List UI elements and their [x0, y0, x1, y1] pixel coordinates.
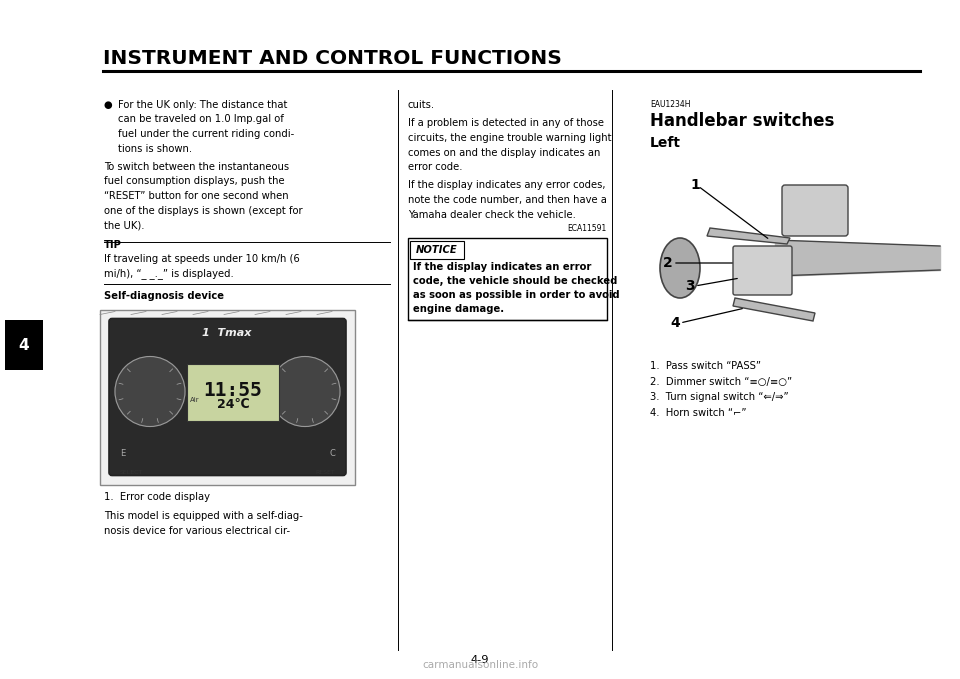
Text: code, the vehicle should be checked: code, the vehicle should be checked [413, 276, 617, 286]
Text: Yamaha dealer check the vehicle.: Yamaha dealer check the vehicle. [408, 210, 576, 219]
Text: one of the displays is shown (except for: one of the displays is shown (except for [104, 206, 302, 215]
Text: This model is equipped with a self-diag-: This model is equipped with a self-diag- [104, 511, 302, 521]
Text: SELECT: SELECT [120, 469, 143, 475]
Text: E: E [120, 449, 125, 458]
Text: If the display indicates an error: If the display indicates an error [413, 262, 591, 272]
FancyBboxPatch shape [187, 363, 279, 420]
FancyBboxPatch shape [655, 158, 940, 353]
FancyBboxPatch shape [109, 318, 346, 475]
Text: carmanualsonline.info: carmanualsonline.info [422, 660, 538, 670]
Text: the UK).: the UK). [104, 220, 145, 230]
Text: TIP: TIP [104, 240, 122, 249]
Circle shape [115, 356, 185, 426]
Text: Left: Left [650, 136, 681, 150]
Text: RESET: RESET [315, 469, 335, 475]
FancyBboxPatch shape [5, 320, 43, 370]
Text: Handlebar switches: Handlebar switches [650, 112, 834, 130]
Ellipse shape [660, 238, 700, 298]
Text: If the display indicates any error codes,: If the display indicates any error codes… [408, 181, 606, 191]
Text: 3.  Turn signal switch “⇐/⇒”: 3. Turn signal switch “⇐/⇒” [650, 392, 788, 402]
Text: If traveling at speeds under 10 km/h (6: If traveling at speeds under 10 km/h (6 [104, 254, 300, 264]
Text: 2: 2 [663, 256, 673, 270]
Text: For the UK only: The distance that: For the UK only: The distance that [118, 100, 287, 110]
Text: EAU1234H: EAU1234H [650, 100, 690, 109]
Text: note the code number, and then have a: note the code number, and then have a [408, 195, 607, 205]
Text: 4: 4 [18, 337, 30, 352]
Text: 11:55: 11:55 [204, 380, 262, 399]
FancyBboxPatch shape [782, 185, 848, 236]
Text: 4.  Horn switch “⌐”: 4. Horn switch “⌐” [650, 407, 747, 418]
Text: mi/h), “_ _._” is displayed.: mi/h), “_ _._” is displayed. [104, 268, 233, 279]
Text: To switch between the instantaneous: To switch between the instantaneous [104, 162, 289, 172]
Text: 1.  Error code display: 1. Error code display [104, 492, 210, 502]
Text: INSTRUMENT AND CONTROL FUNCTIONS: INSTRUMENT AND CONTROL FUNCTIONS [103, 49, 562, 68]
Text: 4: 4 [670, 316, 680, 330]
Text: circuits, the engine trouble warning light: circuits, the engine trouble warning lig… [408, 133, 612, 143]
Text: 2.  Dimmer switch “≡○/≡○”: 2. Dimmer switch “≡○/≡○” [650, 376, 792, 386]
Text: 1.  Pass switch “PASS”: 1. Pass switch “PASS” [650, 361, 761, 371]
FancyBboxPatch shape [100, 310, 355, 485]
Text: NOTICE: NOTICE [416, 245, 458, 255]
Text: engine damage.: engine damage. [413, 304, 504, 314]
Polygon shape [733, 298, 815, 321]
Text: ●: ● [104, 100, 112, 110]
Text: tions is shown.: tions is shown. [118, 143, 192, 153]
Text: 1: 1 [690, 178, 700, 192]
FancyBboxPatch shape [733, 246, 792, 295]
Text: nosis device for various electrical cir-: nosis device for various electrical cir- [104, 526, 290, 536]
Text: 4-9: 4-9 [470, 655, 490, 665]
FancyBboxPatch shape [408, 238, 607, 320]
Text: ECA11591: ECA11591 [567, 224, 607, 233]
Text: as soon as possible in order to avoid: as soon as possible in order to avoid [413, 290, 619, 300]
Text: 1  Tmax: 1 Tmax [203, 327, 252, 337]
Text: can be traveled on 1.0 Imp.gal of: can be traveled on 1.0 Imp.gal of [118, 115, 284, 124]
Polygon shape [707, 228, 790, 244]
Text: fuel consumption displays, push the: fuel consumption displays, push the [104, 177, 284, 187]
Text: Air: Air [190, 397, 200, 403]
FancyBboxPatch shape [410, 241, 464, 259]
Text: comes on and the display indicates an: comes on and the display indicates an [408, 147, 600, 158]
Text: error code.: error code. [408, 162, 463, 172]
Circle shape [270, 356, 340, 426]
Text: fuel under the current riding condi-: fuel under the current riding condi- [118, 129, 295, 139]
Text: “RESET” button for one second when: “RESET” button for one second when [104, 191, 289, 201]
Text: cuits.: cuits. [408, 100, 435, 110]
Text: C: C [329, 449, 335, 458]
Text: 24℃: 24℃ [217, 399, 250, 411]
Text: If a problem is detected in any of those: If a problem is detected in any of those [408, 119, 604, 128]
Text: Self-diagnosis device: Self-diagnosis device [104, 291, 224, 301]
Text: 3: 3 [685, 279, 695, 293]
